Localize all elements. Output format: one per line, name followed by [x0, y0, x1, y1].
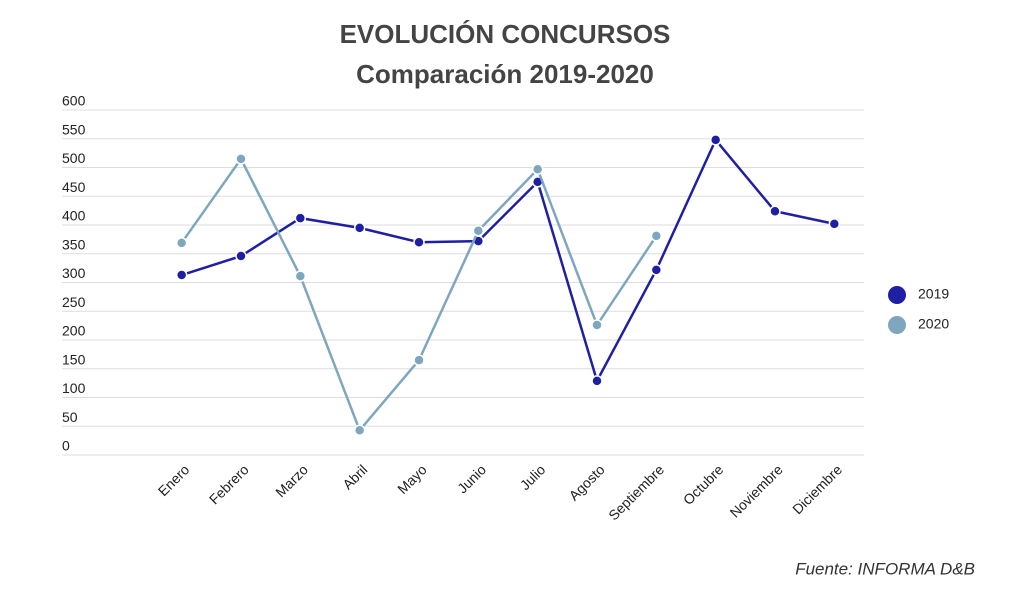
data-point — [709, 134, 722, 146]
data-point — [353, 424, 366, 437]
y-tick-label: 500 — [62, 150, 86, 166]
y-tick-label: 100 — [62, 380, 86, 396]
legend-swatch — [888, 286, 906, 304]
y-tick-label: 550 — [62, 121, 86, 137]
y-tick-label: 350 — [62, 236, 86, 252]
data-point — [235, 153, 247, 165]
y-tick-label: 250 — [62, 294, 86, 310]
data-point — [353, 222, 366, 234]
chart-subtitle: Comparación 2019-2020 — [356, 59, 654, 89]
y-tick-label: 300 — [62, 265, 86, 281]
data-point — [769, 205, 781, 217]
data-point — [531, 163, 544, 175]
y-tick-label: 400 — [62, 208, 86, 224]
data-point — [175, 237, 188, 249]
data-point — [591, 319, 603, 331]
data-point — [828, 218, 841, 230]
legend-label: 2019 — [918, 286, 949, 302]
data-point — [650, 230, 663, 242]
data-point — [235, 250, 247, 262]
data-point — [591, 375, 603, 387]
data-point — [413, 236, 425, 248]
y-tick-label: 450 — [62, 179, 86, 195]
data-point — [294, 270, 307, 282]
chart-title: EVOLUCIÓN CONCURSOS — [340, 19, 671, 49]
data-point — [175, 269, 188, 281]
data-point — [413, 354, 425, 366]
y-tick-label: 0 — [62, 438, 70, 454]
legend-label: 2020 — [918, 316, 949, 332]
source: Fuente: INFORMA D&B — [795, 559, 975, 578]
data-point — [294, 212, 307, 224]
data-point — [650, 264, 663, 276]
data-point — [472, 225, 485, 237]
y-tick-label: 150 — [62, 351, 86, 367]
y-tick-label: 50 — [62, 409, 78, 425]
y-tick-label: 200 — [62, 323, 86, 339]
series-line — [181, 137, 835, 385]
legend-swatch — [888, 316, 906, 334]
y-tick-label: 600 — [62, 93, 86, 109]
